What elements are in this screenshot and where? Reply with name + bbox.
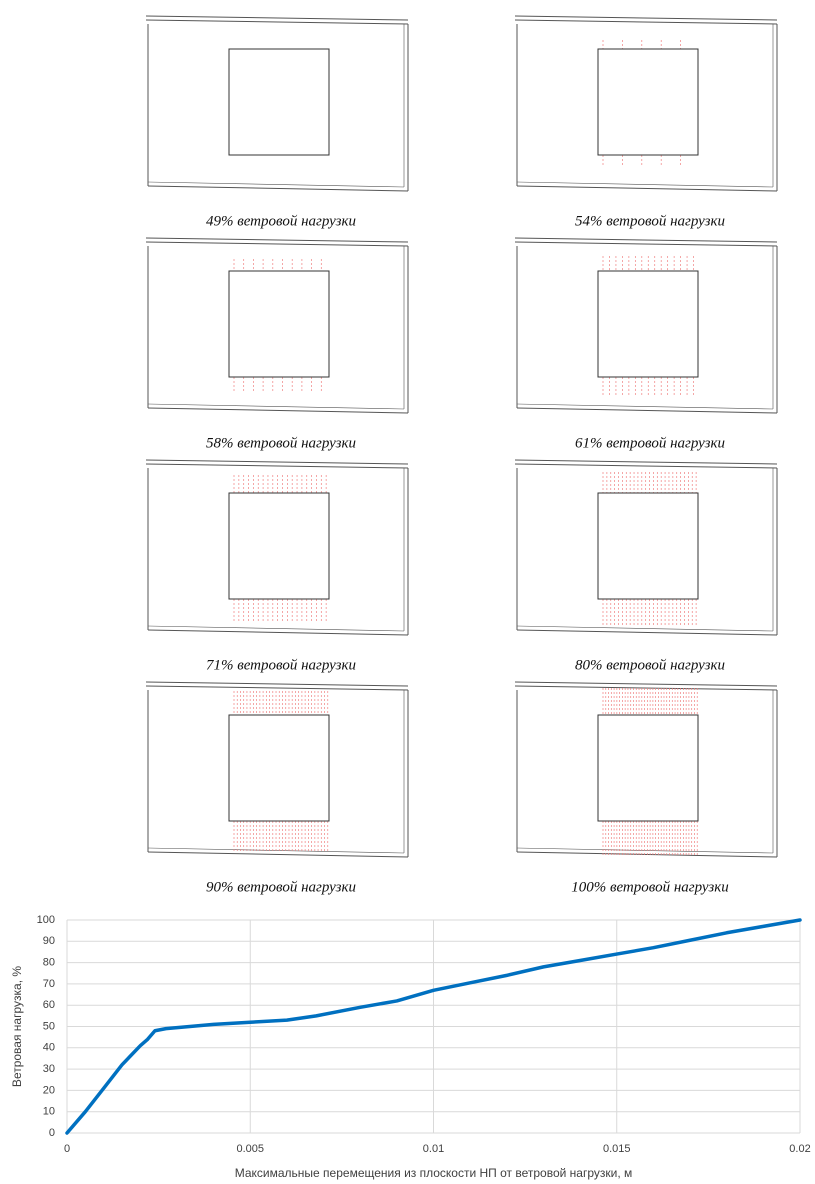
panel-caption: 90% ветровой нагрузки [206, 879, 356, 895]
panel [515, 238, 777, 413]
figure: 49% ветровой нагрузки 54% ветровой нагруз… [0, 0, 815, 1184]
panel-edge [146, 460, 408, 464]
y-tick-label: 20 [43, 1084, 55, 1096]
panel-caption: 61% ветровой нагрузки [575, 435, 725, 451]
panel-edge [146, 238, 408, 242]
y-tick-label: 0 [49, 1127, 55, 1139]
window-opening [598, 493, 698, 599]
panel [146, 238, 408, 413]
panel-edge [515, 20, 777, 24]
window-opening [229, 49, 329, 155]
window-opening [598, 49, 698, 155]
panel-edge [148, 630, 408, 635]
panel-caption: 71% ветровой нагрузки [206, 657, 356, 673]
panel-edge [517, 186, 777, 191]
panel-edge [517, 408, 777, 413]
panel [515, 460, 777, 635]
y-tick-label: 50 [43, 1020, 55, 1032]
y-tick-label: 70 [43, 978, 55, 990]
panel [146, 16, 408, 191]
y-tick-label: 100 [37, 914, 55, 926]
panel-edge [146, 16, 408, 20]
panel [146, 682, 408, 857]
x-tick-label: 0.005 [236, 1143, 264, 1155]
y-tick-label: 10 [43, 1106, 55, 1118]
x-tick-label: 0 [64, 1143, 70, 1155]
y-tick-label: 60 [43, 999, 55, 1011]
window-opening [229, 715, 329, 821]
panel-edge [515, 686, 777, 690]
window-opening [229, 271, 329, 377]
y-tick-label: 80 [43, 957, 55, 969]
y-tick-label: 30 [43, 1063, 55, 1075]
panel-edge [146, 242, 408, 246]
x-tick-label: 0.01 [423, 1143, 444, 1155]
panel-caption: 54% ветровой нагрузки [575, 213, 725, 229]
y-tick-label: 90 [43, 935, 55, 947]
panel-caption: 80% ветровой нагрузки [575, 657, 725, 673]
panel-edge [146, 464, 408, 468]
panel-edge [515, 242, 777, 246]
panel-edge [515, 238, 777, 242]
panel-edge [515, 16, 777, 20]
panel-edge [146, 686, 408, 690]
x-tick-label: 0.02 [789, 1143, 810, 1155]
window-opening [598, 271, 698, 377]
panel-edge [148, 852, 408, 857]
panel [515, 682, 777, 857]
panel [146, 460, 408, 635]
panel-caption: 58% ветровой нагрузки [206, 435, 356, 451]
x-axis-title: Максимальные перемещения из плоскости НП… [235, 1166, 633, 1180]
window-opening [229, 493, 329, 599]
panel-caption: 49% ветровой нагрузки [206, 213, 356, 229]
panel-edge [517, 630, 777, 635]
window-opening [598, 715, 698, 821]
panel-edge [146, 682, 408, 686]
panel-caption: 100% ветровой нагрузки [571, 879, 729, 895]
x-tick-label: 0.015 [603, 1143, 631, 1155]
panel-edge [146, 20, 408, 24]
panel-edge [515, 460, 777, 464]
panel-edge [148, 408, 408, 413]
y-tick-label: 40 [43, 1042, 55, 1054]
panel-edge [515, 464, 777, 468]
panel [515, 16, 777, 191]
panel-edge [148, 186, 408, 191]
panel-edge [515, 682, 777, 686]
y-axis-title: Ветровая нагрузка, % [10, 966, 24, 1087]
